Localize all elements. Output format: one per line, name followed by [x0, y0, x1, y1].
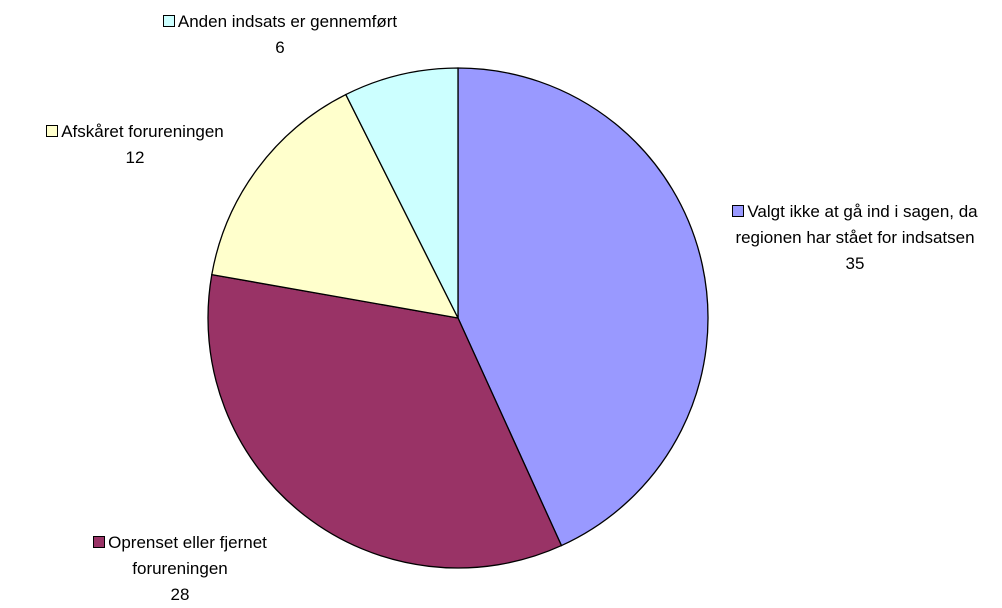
slice-label: Oprenset eller fjernet forureningen 28 — [60, 530, 300, 608]
value-label: 35 — [845, 254, 865, 273]
category-label: Valgt ikke at gå ind i sagen, da regione… — [735, 202, 978, 247]
pie-slice — [211, 93, 460, 319]
category-label: Anden indsats er gennemført — [177, 12, 398, 31]
legend-swatch — [93, 536, 106, 548]
value-label: 6 — [275, 38, 285, 57]
pie-slice — [207, 273, 563, 569]
legend-swatch — [162, 15, 175, 27]
category-label: Afskåret forureningen — [61, 122, 224, 141]
pie-slice — [344, 67, 459, 319]
value-label: 12 — [125, 148, 145, 167]
slice-label: Anden indsats er gennemført 6 — [120, 9, 440, 61]
category-label: Oprenset eller fjernet forureningen — [108, 533, 267, 578]
slice-label: Valgt ikke at gå ind i sagen, da regione… — [708, 199, 1002, 277]
value-label: 28 — [170, 585, 190, 604]
legend-swatch — [732, 205, 745, 217]
pie-slice — [457, 67, 709, 547]
slice-label: Afskåret forureningen 12 — [10, 119, 260, 171]
legend-swatch — [46, 125, 59, 137]
